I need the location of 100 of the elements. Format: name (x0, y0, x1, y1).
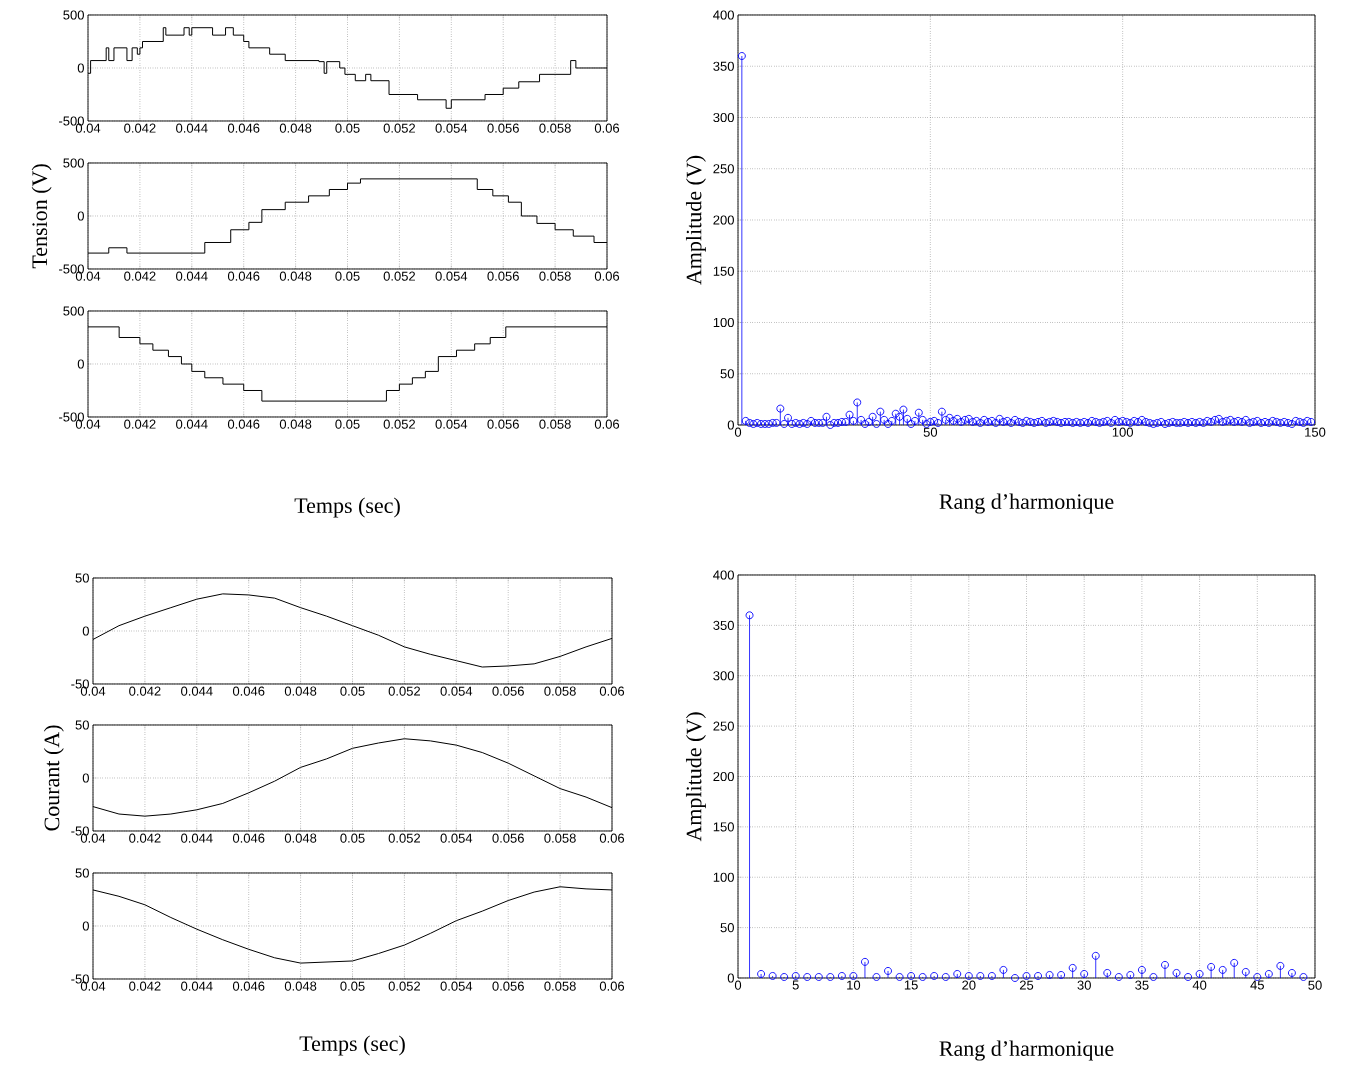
point (1230, 958, 1239, 967)
x-tick-label: 25 (1019, 980, 1034, 990)
x-tick-label: 0.05 (340, 981, 365, 991)
point (1184, 973, 1193, 981)
y-tick-label: 500 (63, 158, 84, 168)
y-tick-label: 500 (63, 10, 84, 20)
x-tick-label: 0.042 (129, 981, 161, 991)
x-tick-label: 0.056 (487, 419, 519, 429)
point (884, 966, 892, 975)
x-tick-label: 0.058 (544, 686, 576, 696)
x-tick-label: 0.058 (539, 271, 571, 281)
y-tick-label: 300 (713, 112, 734, 123)
x-tick-label: 0.044 (176, 123, 208, 133)
x-tick-label: 0.05 (335, 271, 360, 281)
x-tick-label: 0.054 (435, 123, 468, 133)
x-tick-label: 0 (734, 427, 742, 437)
x-tick-label: 0.054 (440, 833, 473, 843)
x-tick-label: 0.05 (340, 686, 365, 696)
x-tick-label: 10 (847, 980, 861, 990)
point (1022, 972, 1031, 980)
point (872, 973, 881, 981)
x-tick-label: 0.06 (594, 271, 620, 281)
x-axis-title: Rang d’harmonique (939, 1040, 1114, 1061)
x-tick-label: 0.056 (492, 833, 524, 843)
y-tick-label: 50 (720, 923, 734, 933)
point (941, 973, 950, 981)
x-tick-label: 45 (1250, 980, 1264, 990)
x-tick-label: 0.044 (181, 981, 213, 991)
point (1172, 969, 1181, 977)
x-tick-label: 0.058 (544, 833, 576, 843)
point (1114, 973, 1123, 981)
y-tick-label: 100 (713, 872, 734, 882)
y-tick-label: 250 (713, 721, 734, 731)
x-tick-label: 0.046 (227, 123, 260, 133)
x-tick-label: 0.048 (284, 981, 317, 991)
x-tick-label: 0.054 (435, 419, 468, 429)
point (1057, 971, 1066, 979)
y-tick-label: 400 (713, 570, 734, 580)
y-tick-label: 200 (713, 215, 734, 225)
x-tick-label: 0.06 (594, 123, 620, 133)
point (826, 973, 835, 981)
x-tick-label: 0.06 (599, 833, 625, 843)
y-axis-title: Tension (V) (31, 164, 52, 269)
x-tick-label: 0.046 (227, 271, 260, 281)
point (1034, 972, 1042, 980)
point (1241, 967, 1250, 976)
x-tick-label: 0.05 (335, 419, 360, 429)
y-tick-label: 0 (82, 626, 89, 636)
point (745, 611, 754, 620)
point (999, 965, 1008, 974)
x-tick-label: 0.042 (124, 123, 156, 133)
x-tick-label: 0.056 (492, 981, 524, 991)
point (1276, 961, 1285, 970)
y-tick-label: 300 (713, 671, 734, 681)
point (837, 972, 846, 980)
point (780, 973, 789, 981)
point (1068, 963, 1077, 972)
point (964, 972, 973, 980)
x-tick-label: 0.052 (388, 833, 421, 843)
y-tick-label: 50 (720, 369, 734, 379)
x-tick-label: 0.054 (435, 271, 468, 281)
point (1045, 971, 1054, 979)
x-tick-label: 0.05 (340, 833, 365, 843)
x-tick-label: 0.06 (599, 686, 625, 696)
y-tick-label: 250 (713, 164, 734, 174)
point (1207, 962, 1216, 971)
point (1149, 973, 1158, 981)
point (1011, 974, 1019, 982)
x-tick-label: 0.052 (383, 271, 416, 281)
x-tick-label: 0.046 (232, 981, 265, 991)
y-tick-label: 0 (77, 63, 84, 73)
x-tick-label: 0.058 (539, 123, 571, 133)
x-tick-label: 0.048 (284, 833, 317, 843)
x-axis-title: Temps (sec) (299, 1035, 405, 1056)
x-tick-label: 150 (1305, 427, 1326, 437)
point (1137, 965, 1146, 974)
y-axis-title: Courant (A) (43, 725, 64, 831)
x-tick-label: 0.052 (388, 686, 421, 696)
x-tick-label: 50 (923, 427, 938, 437)
x-tick-label: 0.05 (335, 123, 360, 133)
y-tick-label: 400 (713, 10, 734, 20)
point (918, 973, 927, 981)
point (814, 973, 823, 981)
x-tick-label: 0 (734, 980, 742, 990)
y-tick-label: 100 (713, 317, 734, 328)
x-tick-label: 0.042 (129, 833, 161, 843)
y-tick-label: 150 (713, 822, 734, 832)
point (803, 973, 812, 981)
point (1287, 969, 1296, 977)
x-tick-label: 0.042 (124, 419, 156, 429)
x-tick-label: 0.054 (440, 686, 473, 696)
y-tick-label: 0 (82, 921, 89, 931)
x-tick-label: 40 (1192, 980, 1207, 990)
point (895, 973, 904, 981)
x-tick-label: 0.046 (232, 686, 265, 696)
point (930, 972, 939, 980)
x-tick-label: 0.042 (129, 686, 161, 696)
x-tick-label: 0.06 (599, 981, 625, 991)
x-tick-label: 0.044 (176, 271, 208, 281)
point (1126, 971, 1135, 979)
